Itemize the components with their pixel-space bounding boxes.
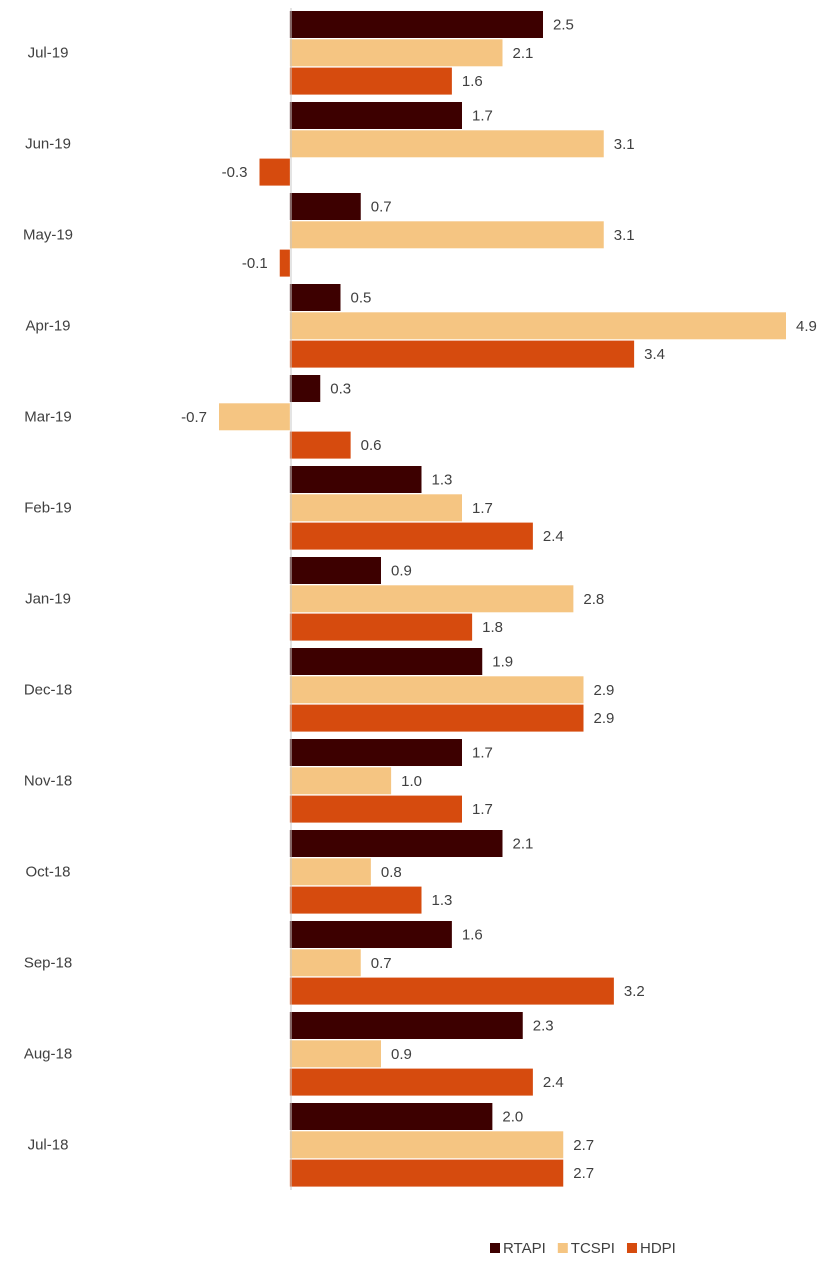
bar [289,375,321,402]
data-label: 2.7 [573,1165,594,1182]
bar [289,494,462,522]
data-label: 2.3 [533,1017,554,1034]
bar [289,949,361,977]
bar [289,312,786,340]
bar [289,648,483,675]
legend-swatch [557,1243,568,1253]
y-tick-label: Jul-18 [28,1136,69,1153]
data-label: 0.9 [391,1046,412,1063]
data-label: 1.3 [432,892,453,909]
bar [289,795,462,823]
data-label: 1.9 [492,653,513,670]
data-label: 1.8 [482,619,503,636]
data-label: 0.7 [371,955,392,972]
bar [289,704,584,732]
data-label: 2.8 [583,591,604,608]
data-label: 2.7 [573,1137,594,1154]
data-label: 1.6 [462,926,483,943]
bar [289,557,381,584]
data-label: 2.1 [513,45,534,62]
legend-label: RTAPI [503,1240,546,1257]
data-label: 1.0 [401,773,422,790]
bar [289,858,371,886]
data-label: 1.7 [472,107,493,124]
data-label: 4.9 [796,318,817,335]
data-label: -0.7 [181,409,207,426]
bar [289,1159,564,1187]
y-tick-label: Dec-18 [24,681,72,698]
bar [289,585,574,613]
bar [289,739,462,766]
bar [289,193,361,220]
data-label: 1.3 [432,471,453,488]
legend-label: TCSPI [571,1240,615,1257]
data-label: 0.8 [381,864,402,881]
y-tick-label: Mar-19 [24,408,72,425]
data-label: 2.9 [594,682,615,699]
data-label: 2.4 [543,528,564,545]
bar [289,1012,523,1039]
bar [289,1103,493,1130]
bar [289,67,452,95]
bar [289,886,422,914]
data-label: 0.5 [351,289,372,306]
data-label: 1.7 [472,744,493,761]
data-label: 0.6 [361,437,382,454]
data-label: 2.4 [543,1074,564,1091]
bar [219,403,290,431]
bar [289,1131,564,1159]
y-tick-label: May-19 [23,226,73,243]
data-label: 0.7 [371,198,392,215]
data-label: 2.0 [502,1108,523,1125]
y-tick-label: Aug-18 [24,1045,72,1062]
bar [289,39,503,67]
data-label: 2.9 [594,710,615,727]
bar [289,284,341,311]
y-tick-label: Jun-19 [25,135,71,152]
data-label: 1.7 [472,500,493,517]
bar [289,977,614,1005]
data-label: 0.9 [391,562,412,579]
bar [289,676,584,704]
legend-swatch [626,1243,637,1253]
data-label: -0.3 [222,164,248,181]
bar [289,340,635,368]
y-tick-label: Jan-19 [25,590,71,607]
legend-label: HDPI [640,1240,676,1257]
bar [289,130,604,158]
data-label: 3.1 [614,136,635,153]
bar [289,431,351,459]
bar [289,1068,533,1096]
y-tick-label: Nov-18 [24,772,72,789]
legend-swatch [490,1243,500,1253]
data-label: 2.5 [553,16,574,33]
y-tick-label: Sep-18 [24,954,72,971]
y-tick-label: Jul-19 [28,44,69,61]
data-label: 1.7 [472,801,493,818]
data-label: 0.3 [330,380,351,397]
y-tick-label: Apr-19 [25,317,70,334]
bar [289,466,422,493]
data-label: 3.4 [644,346,665,363]
bar [279,249,290,277]
bar [289,102,462,129]
y-tick-label: Oct-18 [25,863,70,880]
y-tick-label: Feb-19 [24,499,72,516]
data-label: 2.1 [513,835,534,852]
bar [259,158,290,186]
bar [289,11,543,38]
bar [289,522,533,550]
data-label: -0.1 [242,255,268,272]
bar [289,221,604,249]
bar [289,1040,381,1068]
bar [289,767,392,795]
bar [289,921,452,948]
data-label: 3.2 [624,983,645,1000]
data-label: 3.1 [614,227,635,244]
bar [289,613,473,641]
bar [289,830,503,857]
data-label: 1.6 [462,73,483,90]
